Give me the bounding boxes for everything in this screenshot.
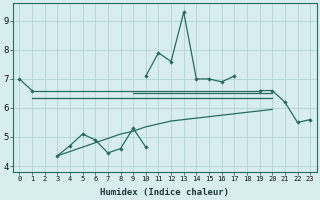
X-axis label: Humidex (Indice chaleur): Humidex (Indice chaleur) [100, 188, 229, 197]
